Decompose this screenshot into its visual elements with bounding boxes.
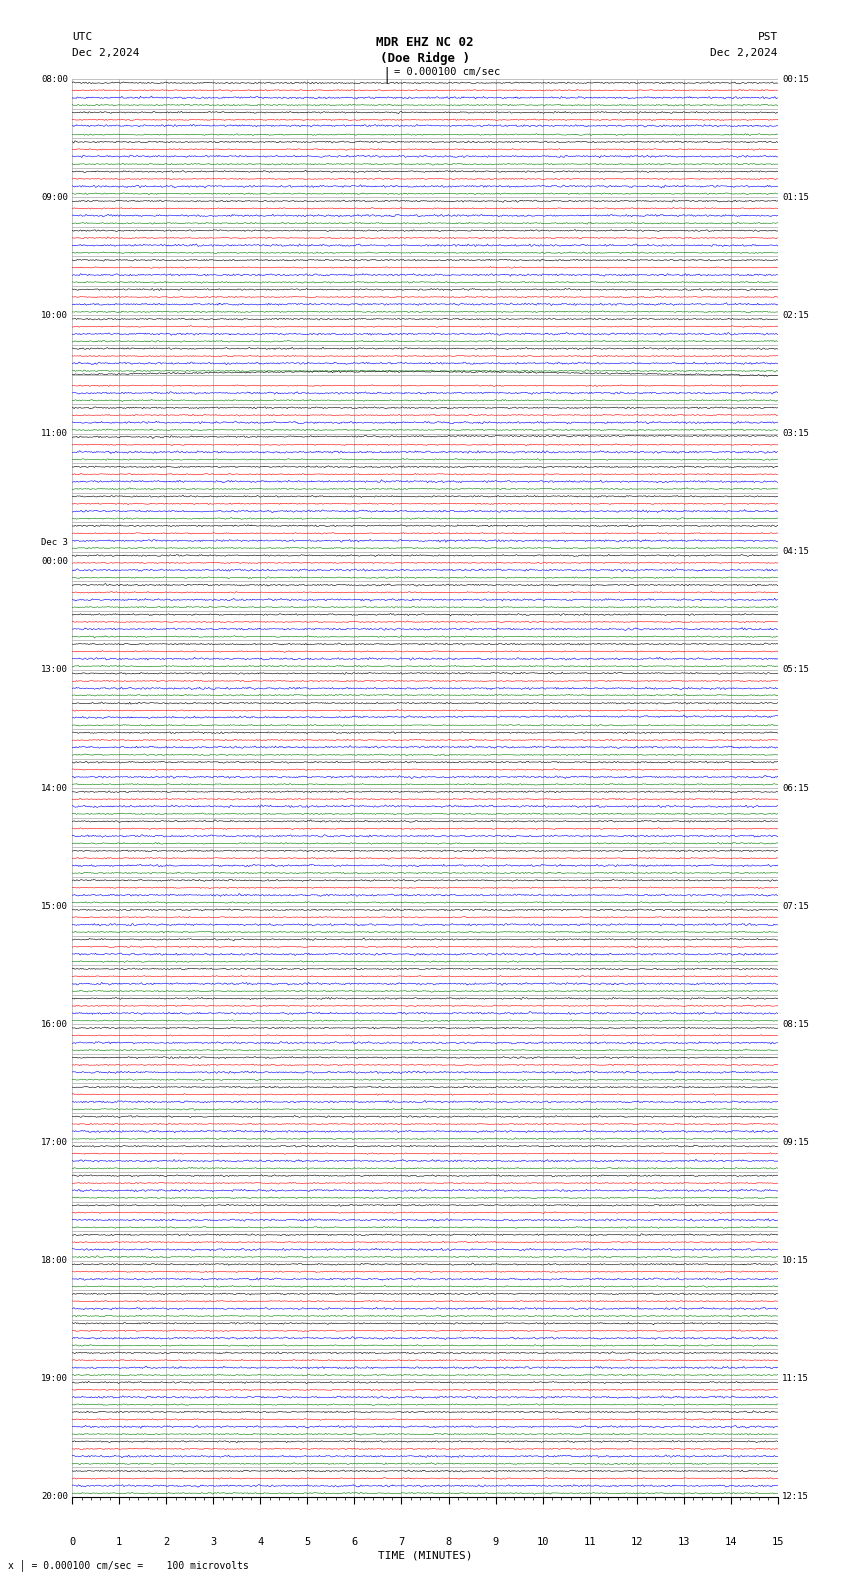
Text: 02:15: 02:15 xyxy=(782,310,809,320)
Text: │: │ xyxy=(382,67,391,82)
Text: 05:15: 05:15 xyxy=(782,665,809,675)
Text: 19:00: 19:00 xyxy=(41,1375,68,1383)
Text: 04:15: 04:15 xyxy=(782,546,809,556)
Text: Dec 3: Dec 3 xyxy=(41,539,68,546)
Text: 09:15: 09:15 xyxy=(782,1137,809,1147)
Text: 09:00: 09:00 xyxy=(41,193,68,201)
Text: 10:15: 10:15 xyxy=(782,1256,809,1266)
Text: 11:15: 11:15 xyxy=(782,1375,809,1383)
Text: 00:00: 00:00 xyxy=(41,556,68,565)
Text: MDR EHZ NC 02: MDR EHZ NC 02 xyxy=(377,36,473,49)
Text: 20:00: 20:00 xyxy=(41,1492,68,1502)
Text: 17:00: 17:00 xyxy=(41,1137,68,1147)
Text: (Doe Ridge ): (Doe Ridge ) xyxy=(380,52,470,65)
Text: 15:00: 15:00 xyxy=(41,901,68,911)
Text: 11:00: 11:00 xyxy=(41,429,68,439)
Text: UTC: UTC xyxy=(72,32,93,41)
Text: 07:15: 07:15 xyxy=(782,901,809,911)
Text: 06:15: 06:15 xyxy=(782,784,809,792)
Text: 03:15: 03:15 xyxy=(782,429,809,439)
Text: 08:15: 08:15 xyxy=(782,1020,809,1030)
Text: 01:15: 01:15 xyxy=(782,193,809,201)
Text: 14:00: 14:00 xyxy=(41,784,68,792)
Text: Dec 2,2024: Dec 2,2024 xyxy=(711,48,778,57)
Text: 00:15: 00:15 xyxy=(782,74,809,84)
Text: Dec 2,2024: Dec 2,2024 xyxy=(72,48,139,57)
Text: 16:00: 16:00 xyxy=(41,1020,68,1030)
Text: 18:00: 18:00 xyxy=(41,1256,68,1266)
Text: = 0.000100 cm/sec: = 0.000100 cm/sec xyxy=(394,67,500,76)
Text: x │ = 0.000100 cm/sec =    100 microvolts: x │ = 0.000100 cm/sec = 100 microvolts xyxy=(8,1560,249,1571)
Text: 08:00: 08:00 xyxy=(41,74,68,84)
Text: 10:00: 10:00 xyxy=(41,310,68,320)
Text: 13:00: 13:00 xyxy=(41,665,68,675)
Text: PST: PST xyxy=(757,32,778,41)
Text: 12:15: 12:15 xyxy=(782,1492,809,1502)
X-axis label: TIME (MINUTES): TIME (MINUTES) xyxy=(377,1551,473,1560)
